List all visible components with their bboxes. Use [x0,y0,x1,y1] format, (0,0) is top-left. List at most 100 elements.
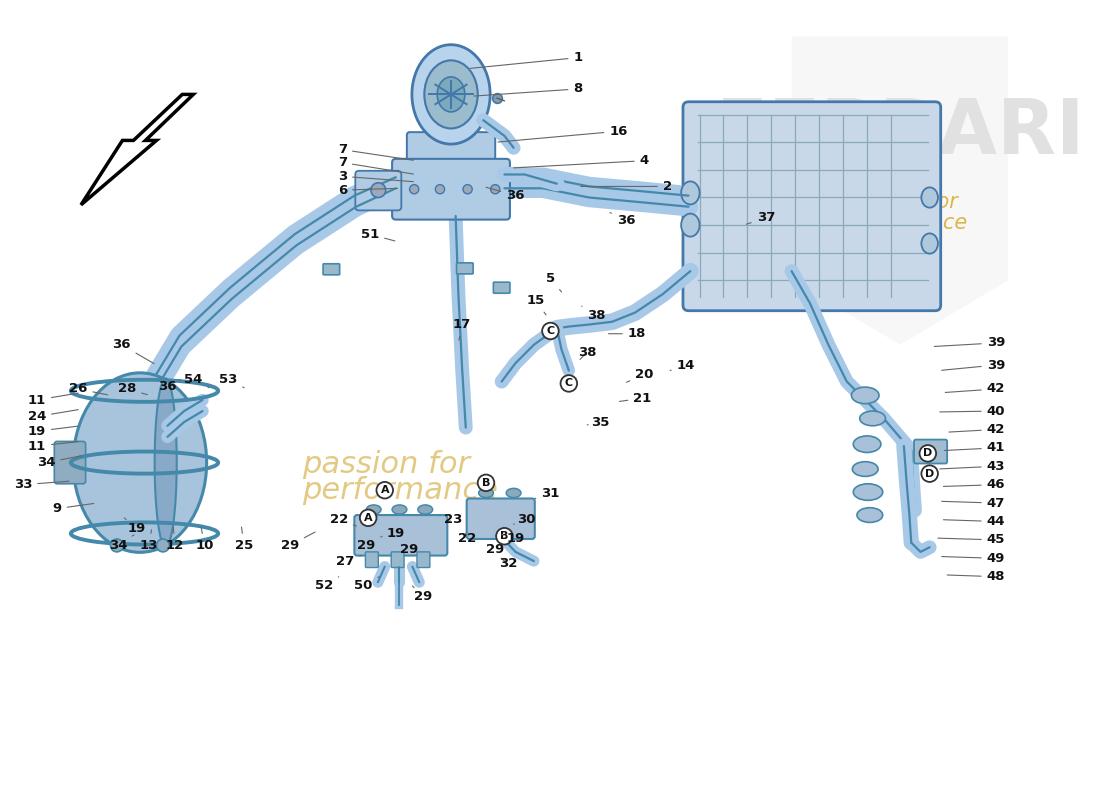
Text: 39: 39 [942,358,1005,371]
Ellipse shape [681,214,700,237]
FancyBboxPatch shape [323,264,340,275]
Text: 1: 1 [471,51,583,68]
Text: 54: 54 [184,374,209,388]
FancyBboxPatch shape [914,439,947,463]
Text: 14: 14 [670,358,695,371]
Text: 36: 36 [158,380,180,393]
Text: 38: 38 [582,306,606,322]
Ellipse shape [425,60,477,129]
Text: 28: 28 [118,382,147,395]
Text: B: B [482,478,491,488]
Circle shape [922,466,938,482]
Circle shape [409,185,419,194]
Text: A: A [364,513,373,523]
Text: 8: 8 [474,82,583,96]
Text: 39: 39 [934,337,1005,350]
FancyBboxPatch shape [417,552,430,567]
Text: 47: 47 [942,497,1005,510]
FancyBboxPatch shape [456,263,473,274]
Text: 40: 40 [939,405,1005,418]
Circle shape [156,539,169,552]
Ellipse shape [366,505,381,514]
Text: 17: 17 [453,318,471,340]
Text: D: D [923,448,933,458]
Ellipse shape [854,436,881,453]
Text: 11: 11 [28,439,78,453]
Text: 2: 2 [581,180,672,193]
Ellipse shape [155,378,177,547]
Text: 29: 29 [412,586,432,603]
Text: passion for: passion for [843,192,958,212]
Text: 27: 27 [336,554,361,567]
Circle shape [376,482,393,498]
Circle shape [436,185,444,194]
FancyBboxPatch shape [355,171,402,210]
Text: 22: 22 [459,531,476,545]
Text: 19: 19 [387,527,405,540]
Circle shape [496,528,513,545]
Text: 9: 9 [53,502,94,515]
Text: 53: 53 [219,374,244,388]
Text: 19: 19 [28,425,78,438]
Text: 5: 5 [546,272,562,292]
FancyBboxPatch shape [466,498,535,539]
Text: 45: 45 [938,534,1005,546]
Ellipse shape [922,187,938,208]
Circle shape [371,182,386,198]
Text: 13: 13 [140,530,158,552]
Text: 16: 16 [498,125,628,142]
Text: 44: 44 [944,515,1005,528]
Text: 18: 18 [608,327,646,340]
Circle shape [920,445,936,462]
Text: 46: 46 [944,478,1005,491]
Text: 34: 34 [36,456,82,469]
Text: 43: 43 [939,460,1005,473]
FancyBboxPatch shape [683,102,940,310]
Ellipse shape [922,234,938,254]
Text: 42: 42 [949,423,1005,436]
Circle shape [360,510,376,526]
Circle shape [491,185,499,194]
Circle shape [110,539,123,552]
Text: 29: 29 [400,542,419,556]
Polygon shape [81,94,194,205]
Text: passion for: passion for [302,450,471,479]
Text: 49: 49 [942,552,1005,565]
Text: 4: 4 [514,154,649,168]
Polygon shape [792,37,1008,345]
Text: 37: 37 [747,211,776,224]
Text: 41: 41 [945,442,1005,454]
Text: C: C [564,378,573,389]
Ellipse shape [851,387,879,404]
Ellipse shape [74,373,207,552]
Text: 36: 36 [112,338,154,364]
FancyBboxPatch shape [365,552,378,567]
Text: 31: 31 [535,487,560,500]
Text: 3: 3 [338,170,414,183]
Text: 7: 7 [338,143,414,160]
Text: 20: 20 [627,368,653,382]
Text: 10: 10 [195,527,213,552]
Text: 50: 50 [354,577,379,593]
Text: 48: 48 [947,570,1005,583]
Text: 34: 34 [109,535,134,552]
Text: 15: 15 [527,294,546,315]
Ellipse shape [857,508,882,522]
Ellipse shape [392,505,407,514]
FancyBboxPatch shape [354,515,448,555]
Ellipse shape [860,411,886,426]
Text: 30: 30 [514,513,536,526]
FancyBboxPatch shape [407,132,495,166]
Circle shape [542,322,559,339]
Text: 25: 25 [234,527,253,552]
Text: 6: 6 [338,184,397,197]
Text: 22: 22 [330,513,356,526]
Circle shape [561,375,578,392]
Text: D: D [925,469,934,478]
Text: FERRARI: FERRARI [716,96,1085,170]
Text: 26: 26 [69,382,108,395]
Text: 36: 36 [486,187,525,202]
Text: 11: 11 [28,393,78,406]
FancyBboxPatch shape [392,159,510,219]
Text: 36: 36 [610,213,635,227]
